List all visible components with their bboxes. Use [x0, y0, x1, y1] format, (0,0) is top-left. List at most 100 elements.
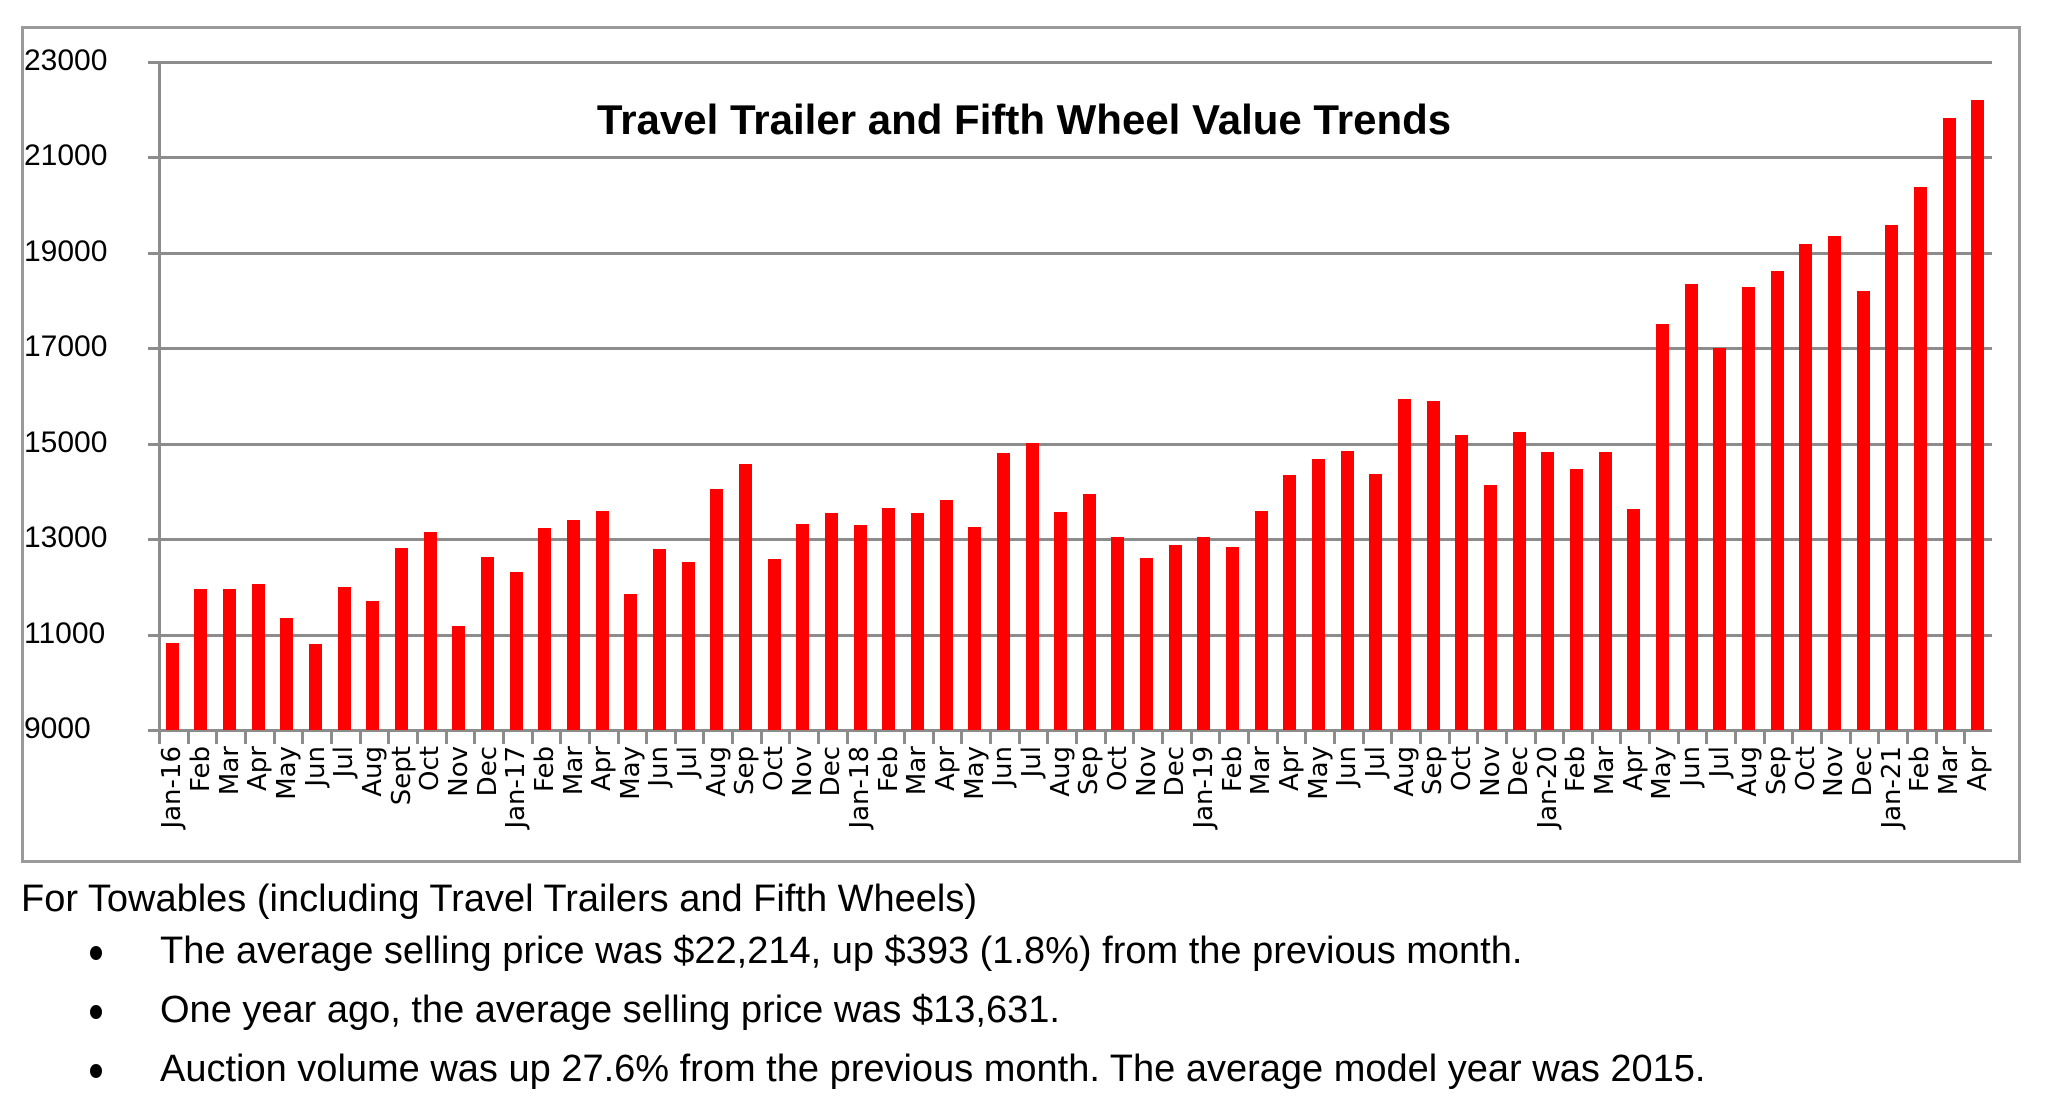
x-tick — [673, 730, 677, 744]
x-tick — [587, 730, 591, 744]
x-tick-label: Mar — [214, 746, 245, 796]
bar — [1598, 451, 1612, 730]
bar — [223, 588, 237, 730]
x-tick — [387, 730, 391, 744]
x-tick-label: May — [615, 746, 646, 800]
gridline — [148, 61, 1992, 64]
x-tick-label: Apr — [587, 746, 618, 791]
bar — [1168, 545, 1182, 730]
bar — [1569, 469, 1583, 730]
bar — [337, 587, 351, 730]
x-tick-label: Feb — [873, 746, 904, 793]
x-tick — [645, 730, 649, 744]
x-tick — [1562, 730, 1566, 744]
x-tick-label: Jan-18 — [845, 746, 876, 829]
bar — [1054, 512, 1068, 730]
caption: For Towables (including Travel Trailers … — [21, 878, 978, 920]
x-tick — [759, 730, 763, 744]
bar — [1827, 236, 1841, 730]
x-tick — [1332, 730, 1336, 744]
x-tick-label: Mar — [1934, 746, 1965, 796]
bar — [452, 626, 466, 730]
x-tick-label: Sep — [1762, 746, 1793, 796]
x-tick-label: May — [1303, 746, 1334, 800]
y-tick-label: 15000 — [24, 425, 108, 459]
bar — [796, 523, 810, 730]
x-tick — [1619, 730, 1623, 744]
bar — [595, 510, 609, 730]
bar — [395, 547, 409, 730]
bar — [1885, 225, 1899, 730]
x-tick-label: Mar — [902, 746, 933, 796]
bar — [1741, 286, 1755, 730]
bar — [1655, 323, 1669, 730]
gridline — [148, 442, 1992, 446]
x-tick — [1103, 730, 1107, 744]
y-tick-label: 23000 — [24, 44, 108, 77]
bar — [1770, 270, 1784, 730]
x-tick-label: Apr — [243, 746, 274, 791]
bar — [251, 583, 265, 730]
bar — [1627, 509, 1641, 730]
x-tick — [903, 730, 907, 744]
x-tick — [1132, 730, 1136, 744]
x-tick-label: Dec — [1504, 746, 1535, 797]
x-tick-label: Jul — [1360, 746, 1391, 778]
bar — [1340, 450, 1354, 730]
x-tick — [1648, 730, 1652, 744]
x-tick — [329, 730, 333, 744]
y-axis-line — [158, 62, 161, 730]
x-tick — [874, 730, 878, 744]
x-tick — [1218, 730, 1222, 744]
bar — [939, 500, 953, 730]
x-tick-label: Aug — [1389, 746, 1420, 797]
x-tick — [1504, 730, 1508, 744]
bar — [1283, 475, 1297, 730]
x-tick-label: Dec — [1160, 746, 1191, 797]
x-tick-label: Jul — [1704, 746, 1735, 778]
bar — [1942, 118, 1956, 730]
x-tick — [186, 730, 190, 744]
bar — [996, 452, 1010, 730]
x-tick-label: Sep — [1074, 746, 1105, 796]
bar — [1312, 459, 1326, 730]
bar — [1484, 485, 1498, 730]
x-tick-label: Jul — [1017, 746, 1048, 778]
y-tick-label: 17000 — [24, 330, 108, 364]
x-tick-label: Oct — [415, 746, 446, 791]
x-tick — [444, 730, 448, 744]
x-tick — [158, 730, 161, 744]
x-tick — [702, 730, 706, 744]
x-tick — [301, 730, 305, 744]
y-tick-label: 9000 — [24, 712, 91, 745]
x-tick-label: Nov — [787, 746, 818, 797]
bullet-icon — [90, 1064, 102, 1078]
x-tick — [1820, 730, 1824, 744]
x-tick — [931, 730, 935, 744]
x-tick — [1676, 730, 1680, 744]
x-tick — [1762, 730, 1766, 744]
x-tick — [1447, 730, 1451, 744]
bar — [1111, 536, 1125, 730]
bar — [1856, 291, 1870, 730]
bar — [767, 558, 781, 730]
x-tick-label: Jan-17 — [501, 746, 532, 829]
x-tick — [1046, 730, 1050, 744]
bar — [624, 594, 638, 730]
x-tick-label: Aug — [701, 746, 732, 797]
bar — [1082, 493, 1096, 730]
x-tick — [731, 730, 735, 744]
bar — [509, 571, 523, 730]
x-tick — [1304, 730, 1308, 744]
x-tick — [960, 730, 964, 744]
x-tick-label: Sept — [386, 746, 417, 806]
x-tick — [1275, 730, 1279, 744]
bar — [1684, 283, 1698, 730]
bar — [824, 513, 838, 730]
x-tick-label: Oct — [1102, 746, 1133, 791]
x-tick — [1734, 730, 1738, 744]
x-tick-label: Sep — [730, 746, 761, 796]
x-tick — [1934, 730, 1938, 744]
x-tick-label: Jul — [329, 746, 360, 778]
x-tick-label: May — [271, 746, 302, 800]
